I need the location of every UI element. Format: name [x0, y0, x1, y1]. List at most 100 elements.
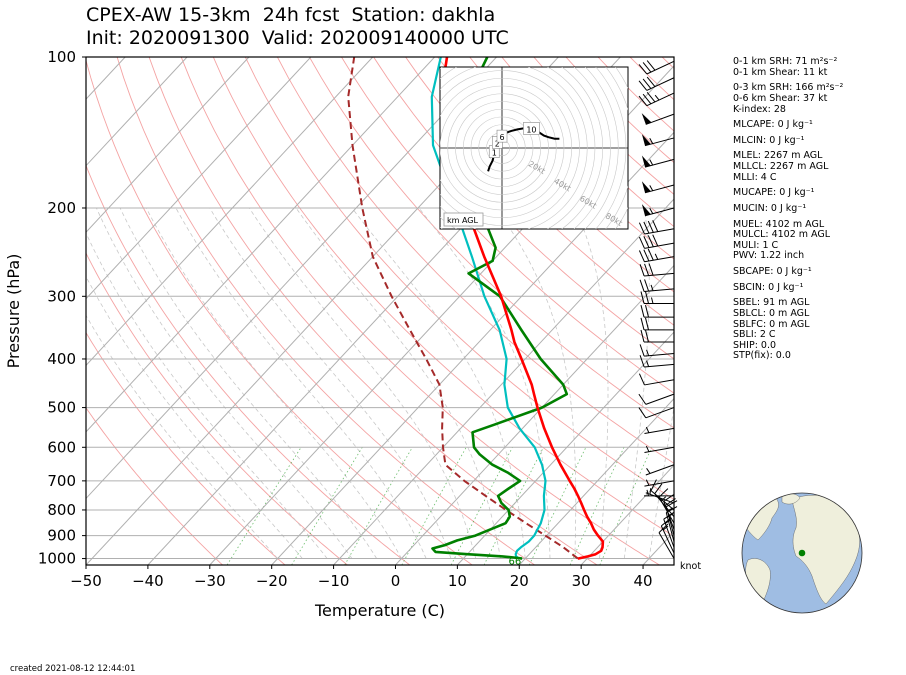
wind-barb	[641, 134, 675, 147]
y-tick-label: 1000	[38, 550, 76, 568]
svg-text:6: 6	[499, 133, 504, 142]
isotherm	[86, 57, 374, 367]
moist-adiabat	[96, 207, 353, 559]
isotherm	[86, 57, 436, 433]
index-line: MLEL: 2267 m AGL	[733, 150, 823, 162]
surface-annotation: 66	[509, 556, 522, 567]
parcel-profile	[347, 57, 579, 560]
dry-adiabat	[86, 58, 473, 565]
dry-adiabat	[437, 57, 674, 293]
y-tick-label: 500	[47, 399, 76, 417]
hodograph-ring	[440, 67, 596, 229]
dry-adiabat	[405, 57, 674, 326]
hodograph-ring	[478, 124, 526, 172]
wind-barbs: knot	[638, 60, 701, 572]
isotherm	[333, 198, 674, 565]
x-tick-label: −20	[256, 572, 288, 590]
wind-barb	[639, 279, 675, 293]
index-line: MUCIN: 0 J kg⁻¹	[733, 202, 807, 214]
y-tick-label: 300	[47, 287, 76, 305]
x-axis-label: Temperature (C)	[314, 601, 445, 620]
wind-barb	[658, 488, 675, 524]
index-line: MLCAPE: 0 J kg⁻¹	[733, 119, 813, 131]
dry-adiabat	[86, 252, 348, 565]
isotherm	[86, 57, 250, 233]
moist-adiabat	[86, 232, 328, 559]
moist-adiabat	[623, 207, 650, 559]
isotherm	[0, 57, 1, 565]
wind-barb	[644, 445, 675, 453]
hodograph-height-label: 10	[523, 122, 540, 135]
y-tick-label: 700	[47, 472, 76, 490]
isotherm	[395, 264, 674, 565]
dry-adiabat	[86, 331, 286, 565]
isotherm	[518, 397, 674, 565]
index-line: MLCIN: 0 J kg⁻¹	[733, 134, 805, 146]
svg-text:10: 10	[526, 125, 536, 134]
y-axis-label: Pressure (hPa)	[4, 254, 23, 369]
index-line: SBCIN: 0 J kg⁻¹	[733, 281, 804, 293]
wind-barb	[645, 464, 675, 476]
wind-barb	[639, 263, 675, 277]
plot-frame	[85, 56, 675, 566]
index-line: MLLCL: 2267 m AGL	[733, 161, 829, 172]
dry-adiabat	[86, 164, 411, 565]
wind-barb	[638, 393, 675, 405]
index-line: 0-6 km Shear: 37 kt	[733, 92, 828, 104]
hodograph-height-label: 6	[496, 129, 508, 143]
wind-barb	[638, 407, 675, 419]
index-line: MUCAPE: 0 J kg⁻¹	[733, 187, 815, 199]
index-line: SBEL: 91 m AGL	[733, 297, 810, 309]
isotherm	[86, 57, 312, 300]
index-line: 0-1 km SRH: 71 m²s⁻²	[733, 56, 838, 67]
x-tick-label: 10	[448, 572, 467, 590]
hodograph-ring	[595, 67, 627, 229]
hodograph-ring	[573, 67, 611, 229]
wind-barb	[640, 329, 674, 343]
x-tick-label: 40	[634, 572, 653, 590]
wind-barb	[640, 291, 674, 304]
indices-panel: 0-1 km SRH: 71 m²s⁻² 0-1 km Shear: 11 kt 0…	[733, 56, 844, 362]
station-marker	[798, 549, 806, 557]
index-line: MUEL: 4102 m AGL	[733, 218, 825, 230]
wind-barb	[641, 204, 675, 217]
moist-adiabat	[418, 207, 551, 559]
hodograph-ring	[462, 108, 542, 188]
mixing-ratio-line	[599, 447, 653, 565]
wind-barb	[638, 92, 675, 107]
wind-barb	[641, 113, 675, 125]
x-tick-label: 0	[391, 572, 401, 590]
isotherm	[457, 331, 674, 565]
index-line: K-index: 28	[733, 103, 786, 115]
wind-barb	[638, 60, 675, 75]
index-line: 0-3 km SRH: 166 m²s⁻²	[733, 82, 844, 94]
wind-barb	[639, 344, 675, 357]
mixing-ratio-line	[569, 447, 625, 565]
index-line: SHIP: 0.0	[733, 339, 777, 351]
y-tick-label: 200	[47, 199, 76, 217]
globe-outline	[741, 492, 863, 614]
x-tick-label: −10	[318, 572, 350, 590]
x-tick-label: −40	[132, 572, 164, 590]
index-line: MLLI: 4 C	[733, 171, 777, 183]
index-line: PWV: 1.22 inch	[733, 250, 805, 262]
hodograph-legend-text: km AGL	[447, 216, 479, 225]
index-line: 0-1 km Shear: 11 kt	[733, 66, 828, 78]
title-line-2: Init: 2020091300 Valid: 202009140000 UTC	[86, 27, 509, 49]
wind-barb	[644, 489, 674, 497]
dry-adiabat	[341, 57, 674, 394]
x-tick-label: −50	[70, 572, 102, 590]
wind-barb	[645, 488, 675, 504]
dry-adiabat	[854, 57, 906, 565]
wind-barb	[641, 181, 675, 194]
hodograph-ring	[447, 93, 557, 203]
dry-adiabat	[887, 57, 906, 565]
mixing-ratio-line	[528, 447, 587, 565]
dry-adiabat	[373, 57, 674, 360]
mixing-ratio-line	[450, 447, 513, 565]
moist-adiabat	[648, 405, 674, 559]
index-line: MULI: 1 C	[733, 239, 779, 251]
hodograph-ring	[470, 116, 534, 180]
